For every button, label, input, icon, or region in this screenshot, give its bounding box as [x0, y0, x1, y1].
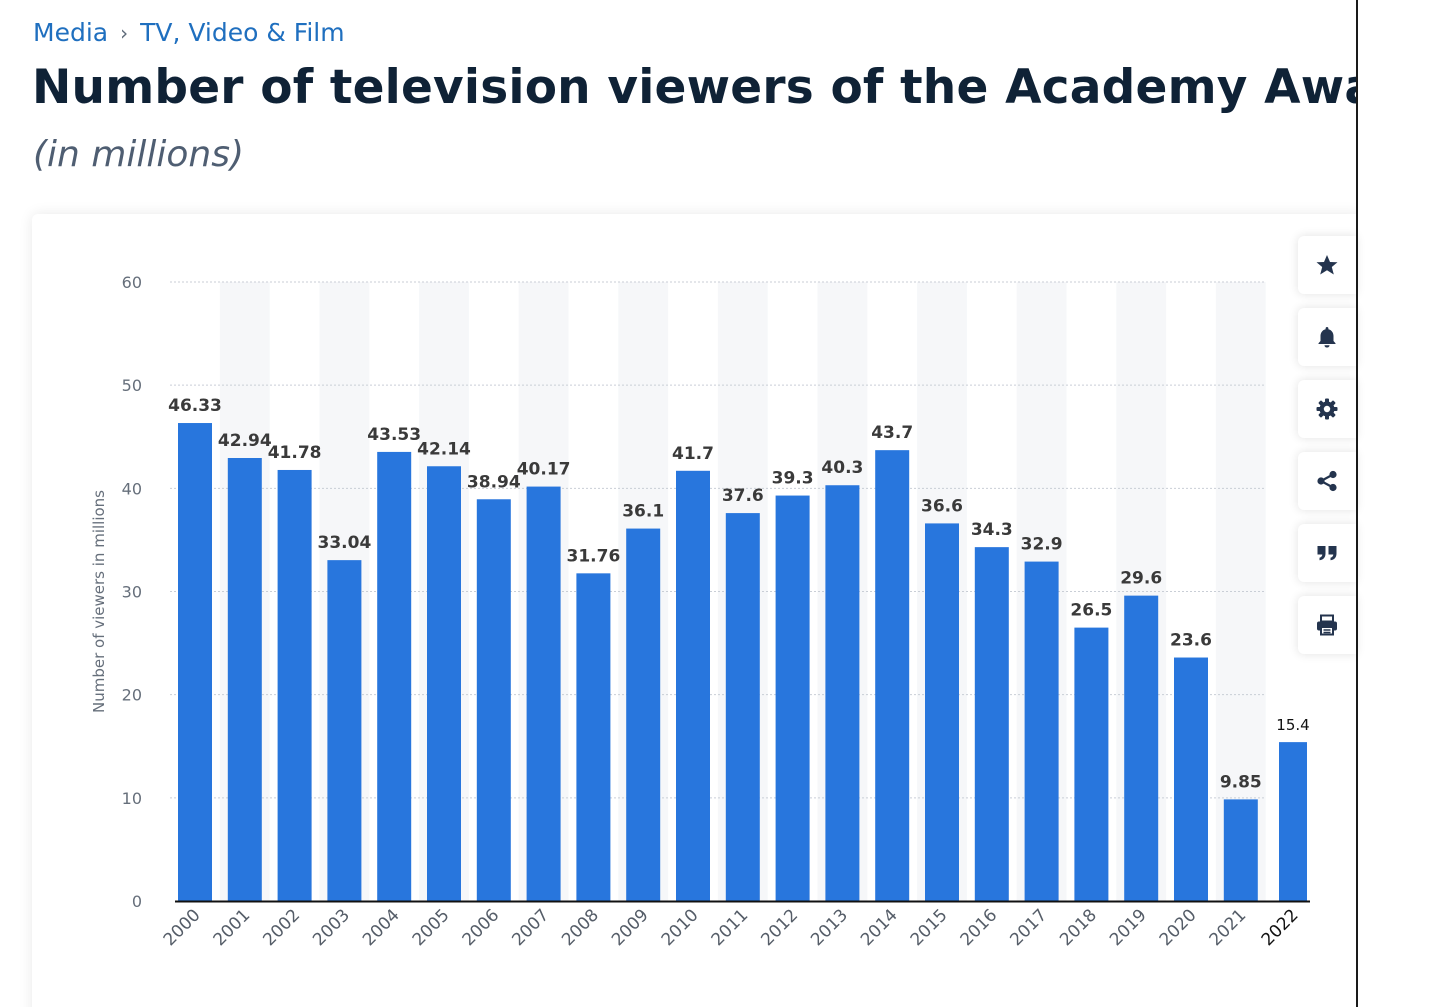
x-tick-label-2009: 2009	[608, 905, 653, 950]
y-tick-label: 0	[132, 892, 142, 911]
breadcrumb-separator: ›	[120, 20, 129, 45]
x-tick-label-2014: 2014	[857, 905, 902, 950]
data-label-2001: 42.94	[218, 431, 272, 451]
bar-2009	[626, 528, 661, 901]
cite-button[interactable]	[1298, 524, 1356, 582]
x-tick-label-2021: 2021	[1206, 905, 1251, 950]
data-label-2013: 40.3	[821, 458, 863, 478]
data-label-2005: 42.14	[417, 439, 471, 459]
bar-2017	[1024, 561, 1059, 901]
bar-2011	[725, 513, 760, 901]
column-band	[1215, 282, 1266, 901]
data-label-2018: 26.5	[1070, 601, 1112, 621]
x-tick-label-2007: 2007	[508, 905, 553, 950]
x-tick-label-2001: 2001	[210, 905, 255, 950]
data-label-2006: 38.94	[467, 472, 521, 492]
bar-2005	[427, 466, 461, 901]
data-label-2000: 46.33	[168, 396, 222, 416]
bar-2004	[377, 451, 412, 901]
x-tick-label-2013: 2013	[807, 905, 852, 950]
x-tick-label-2004: 2004	[359, 905, 404, 950]
data-label-2016: 34.3	[971, 520, 1013, 540]
bar-2019	[1124, 595, 1159, 901]
breadcrumb-tv-video-film-link[interactable]: TV, Video & Film	[140, 18, 345, 47]
y-tick-label: 10	[122, 789, 142, 808]
y-tick-label: 40	[122, 479, 142, 498]
bar-2006	[476, 499, 511, 901]
x-tick-label-2022: 2022	[1258, 905, 1303, 950]
x-tick-label-2015: 2015	[907, 905, 952, 950]
x-tick-label-2008: 2008	[558, 905, 603, 950]
print-icon	[1317, 614, 1337, 636]
page-subtitle: (in millions)	[33, 134, 245, 175]
breadcrumb-media-link[interactable]: Media	[33, 18, 109, 47]
bar-2014	[875, 450, 910, 901]
share-button[interactable]	[1298, 452, 1356, 510]
bar-2003	[327, 560, 362, 901]
y-tick-label: 60	[122, 273, 142, 292]
bar-2010	[676, 470, 710, 901]
chart-toolbar	[1298, 236, 1356, 654]
data-label-2003: 33.04	[318, 533, 372, 553]
data-label-2010: 41.7	[672, 444, 714, 464]
data-label-2009: 36.1	[622, 502, 664, 522]
bar-2001	[227, 458, 262, 901]
breadcrumb: Media › TV, Video & Film	[33, 18, 345, 47]
data-label-2011: 37.6	[722, 486, 764, 506]
bell-icon	[1318, 327, 1336, 348]
share-icon	[1317, 470, 1337, 492]
bar-2013	[825, 485, 860, 901]
data-label-2007: 40.17	[517, 460, 571, 480]
bar-2015	[925, 523, 959, 901]
data-label-2020: 23.6	[1170, 631, 1212, 651]
data-label-2022: 15.4	[1276, 716, 1309, 734]
notification-button[interactable]	[1298, 308, 1356, 366]
data-label-2021: 9.85	[1220, 772, 1262, 792]
data-label-2008: 31.76	[567, 546, 621, 566]
x-tick-label-2017: 2017	[1006, 905, 1051, 950]
adjacent-panel	[1356, 0, 1456, 1007]
y-tick-label: 30	[122, 583, 142, 602]
bar-2018	[1074, 627, 1109, 901]
y-axis-title: Number of viewers in millions	[90, 490, 108, 713]
page-title: Number of television viewers of the Acad…	[32, 60, 1356, 115]
bar-2008	[576, 573, 611, 901]
x-tick-label-2016: 2016	[957, 905, 1002, 950]
x-tick-label-2000: 2000	[160, 905, 205, 950]
bar-2007	[526, 486, 561, 901]
data-label-2019: 29.6	[1120, 569, 1162, 589]
x-tick-label-2003: 2003	[309, 905, 354, 950]
bar-2020	[1174, 657, 1208, 901]
bar-2000	[178, 423, 212, 901]
x-tick-label-2006: 2006	[459, 905, 504, 950]
bar-2016	[974, 547, 1009, 901]
data-label-2015: 36.6	[921, 496, 963, 516]
print-button[interactable]	[1298, 596, 1356, 654]
x-tick-label-2011: 2011	[708, 905, 753, 950]
x-tick-label-2019: 2019	[1106, 905, 1151, 950]
data-label-2012: 39.3	[772, 469, 814, 489]
y-tick-label: 20	[122, 686, 142, 705]
data-label-2017: 32.9	[1021, 535, 1063, 555]
bar-2022	[1279, 742, 1307, 901]
bar-2002	[277, 469, 312, 901]
data-label-2014: 43.7	[871, 423, 913, 443]
y-tick-label: 50	[122, 376, 142, 395]
bar-chart: 0 10 20 30 40 50 60 Number of viewers in millio…	[90, 273, 1310, 950]
x-tick-label-2020: 2020	[1156, 905, 1201, 950]
quote-icon	[1317, 546, 1337, 561]
bar-2012	[775, 495, 810, 901]
x-tick-label-2002: 2002	[259, 905, 304, 950]
bar-2021	[1223, 799, 1258, 901]
star-icon	[1316, 255, 1338, 275]
x-tick-label-2005: 2005	[409, 905, 454, 950]
x-tick-label-2012: 2012	[757, 905, 802, 950]
settings-button[interactable]	[1298, 380, 1356, 438]
x-tick-label-2010: 2010	[658, 905, 703, 950]
data-label-2004: 43.53	[367, 425, 421, 445]
favorite-button[interactable]	[1298, 236, 1356, 294]
gear-icon	[1316, 398, 1338, 420]
x-tick-label-2018: 2018	[1056, 905, 1101, 950]
data-label-2002: 41.78	[268, 443, 322, 463]
